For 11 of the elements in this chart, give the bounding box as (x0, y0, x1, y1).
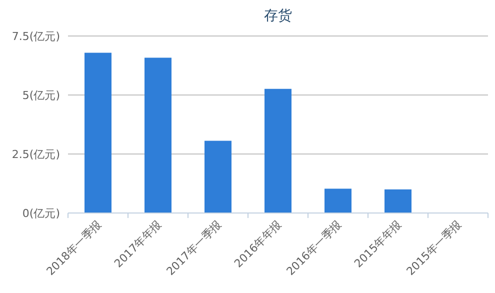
bar (264, 88, 292, 213)
bar (324, 188, 352, 213)
bar (384, 189, 412, 213)
y-tick-label: 0(亿元) (22, 207, 60, 220)
bar (204, 140, 232, 213)
bar (84, 52, 112, 213)
bar (144, 58, 172, 213)
chart-title: 存货 (264, 8, 292, 24)
y-tick-label: 2.5(亿元) (12, 148, 60, 161)
y-tick-label: 5(亿元) (22, 89, 60, 102)
y-tick-label: 7.5(亿元) (12, 30, 60, 43)
